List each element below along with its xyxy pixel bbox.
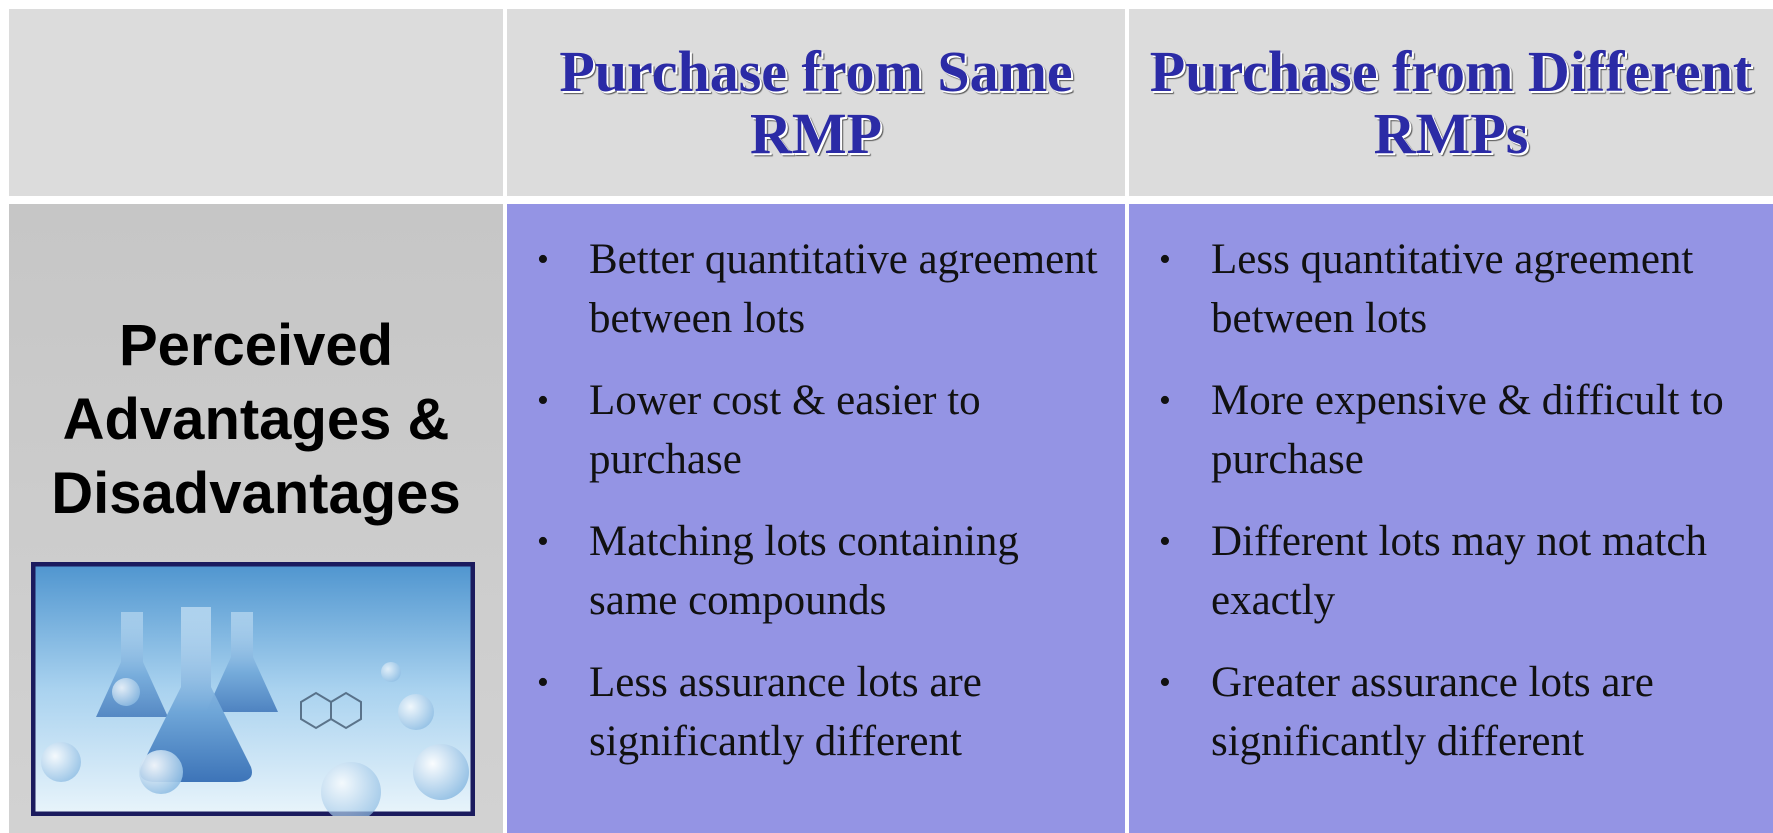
body-cell: Better quantitative agreement between lo… [507, 204, 1125, 833]
column-title: Purchase from Different RMPs [1149, 38, 1753, 166]
bullet-item: Greater assurance lots are significantly… [1159, 653, 1763, 771]
bullet-list: Less quantitative agreement between lots… [1129, 230, 1763, 771]
body-cell: Less quantitative agreement between lots… [1129, 204, 1773, 833]
header-cell: Purchase from Different RMPs [1129, 9, 1773, 196]
bullet-item: Less quantitative agreement between lots [1159, 230, 1763, 348]
header-corner [9, 9, 503, 196]
bullet-item: More expensive & difficult to purchase [1159, 371, 1763, 489]
flask-image [31, 562, 475, 816]
bullet-item: Better quantitative agreement between lo… [537, 230, 1115, 348]
row-label: Perceived Advantages & Disadvantages [51, 313, 461, 526]
bullet-item: Lower cost & easier to purchase [537, 371, 1115, 489]
column-title: Purchase from Same RMP [559, 38, 1073, 166]
bullet-item: Different lots may not match exactly [1159, 512, 1763, 630]
header-cell: Purchase from Same RMP [507, 9, 1125, 196]
bullet-item: Matching lots containing same compounds [537, 512, 1115, 630]
bullet-list: Better quantitative agreement between lo… [507, 230, 1115, 771]
row-label-cell: Perceived Advantages & Disadvantages [9, 204, 503, 833]
bullet-item: Less assurance lots are significantly di… [537, 653, 1115, 771]
